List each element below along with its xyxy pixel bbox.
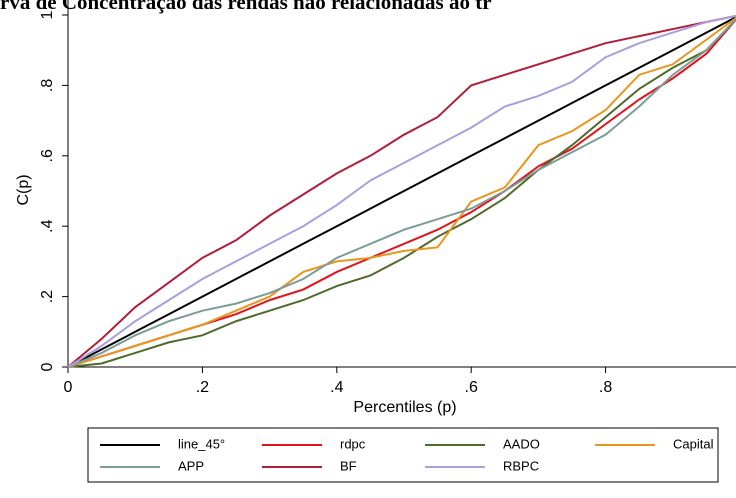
legend-label: AADO — [503, 436, 540, 451]
x-tick-label: .8 — [599, 379, 612, 396]
legend-label: line_45° — [178, 436, 225, 451]
x-tick-label: .4 — [330, 379, 343, 396]
series-line — [67, 15, 736, 368]
x-tick-label: .2 — [196, 379, 209, 396]
legend-box — [87, 427, 719, 483]
legend-label: rdpc — [340, 436, 366, 451]
y-tick-label: .8 — [39, 79, 56, 92]
series-line — [67, 14, 736, 368]
x-tick-label: .6 — [465, 379, 478, 396]
legend-label: BF — [340, 458, 357, 473]
y-tick-label: 1 — [39, 10, 56, 19]
y-tick-label: 0 — [39, 362, 56, 371]
series-line — [67, 17, 736, 368]
x-axis-title: Percentiles (p) — [353, 399, 456, 416]
series-line — [67, 14, 736, 368]
legend-label: Capital — [673, 436, 714, 451]
y-axis-title: C(p) — [15, 174, 32, 205]
chart-title: rva de Concentração das rendas não relac… — [0, 0, 492, 14]
x-tick-label: 0 — [64, 379, 73, 396]
series-line — [67, 16, 736, 368]
legend-label: RBPC — [503, 458, 539, 473]
y-tick-label: .6 — [39, 149, 56, 162]
y-tick-label: .4 — [39, 219, 56, 232]
series-line — [67, 17, 736, 368]
y-tick-label: .2 — [39, 290, 56, 303]
legend-label: APP — [178, 458, 204, 473]
